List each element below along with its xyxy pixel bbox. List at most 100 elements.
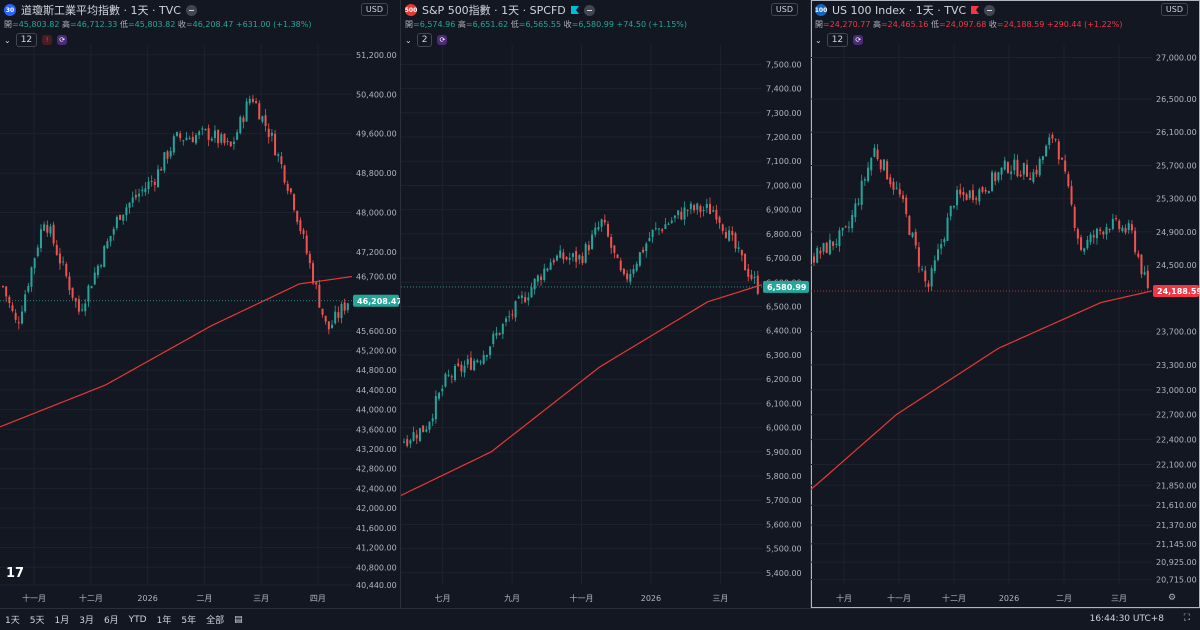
range-5y[interactable]: 5年 [181, 616, 197, 626]
candle [1108, 228, 1111, 231]
candle [27, 285, 30, 292]
indicator-count[interactable]: 12 [826, 33, 849, 47]
range-6m[interactable]: 6月 [103, 616, 119, 626]
chart-pane-us100[interactable]: 27,000.00 26,500.00 26,100.00 25,700.00 25,3… [811, 0, 1200, 608]
candle [933, 260, 936, 271]
candle [1130, 224, 1133, 231]
chevron-down-icon[interactable]: ⌄ [405, 35, 412, 45]
candle [270, 132, 273, 136]
symbol-title[interactable]: US 100 Index · 1天 · TVC [832, 4, 967, 17]
candle [841, 227, 844, 231]
y-tick-label: 42,000.00 [356, 504, 397, 513]
refresh-icon[interactable]: ⟳ [57, 35, 68, 45]
candle [258, 103, 261, 120]
chart-pane-dow[interactable]: 51,200.00 50,400.00 49,600.00 48,800.00 48,0… [0, 0, 400, 608]
candle [825, 242, 828, 253]
x-tick-label: 七月 [435, 594, 451, 603]
candle [844, 226, 847, 228]
currency-button[interactable]: USD [1160, 3, 1188, 16]
flag-icon[interactable] [570, 6, 579, 14]
candle [1095, 228, 1098, 239]
us100-chart-canvas[interactable]: 27,000.00 26,500.00 26,100.00 25,700.00 25,3… [811, 0, 1200, 608]
alert-icon[interactable]: ! [42, 35, 53, 45]
collapse-icon[interactable] [185, 4, 197, 16]
clock-readout[interactable]: 16:44:30 UTC+8 [1089, 614, 1164, 624]
candle [251, 98, 254, 102]
candle [902, 195, 905, 200]
range-3m[interactable]: 3月 [79, 616, 94, 626]
indicator-count[interactable]: 2 [416, 33, 433, 47]
range-5d[interactable]: 5天 [29, 616, 45, 626]
collapse-icon[interactable] [583, 4, 595, 16]
candle [1089, 234, 1092, 242]
sp500-chart-canvas[interactable]: 7,500.00 7,400.00 7,300.00 7,200.00 7,100.00… [401, 0, 810, 608]
candle [431, 418, 434, 422]
symbol-header[interactable]: 500 S&P 500指數 · 1天 · SPCFD [405, 2, 595, 18]
indicator-count[interactable]: 12 [15, 33, 38, 47]
candle [71, 287, 74, 298]
refresh-icon[interactable]: ⟳ [853, 35, 864, 45]
currency-button[interactable]: USD [770, 3, 798, 16]
candle [283, 165, 286, 183]
candle [860, 180, 863, 205]
fullscreen-icon[interactable]: ⛶ [1183, 613, 1190, 623]
candle [96, 265, 99, 276]
range-1m[interactable]: 1月 [54, 616, 70, 626]
candle [179, 133, 182, 139]
candle [1051, 134, 1054, 139]
candle [1118, 220, 1121, 230]
candle [229, 141, 232, 147]
range-1d[interactable]: 1天 [5, 616, 20, 626]
candle [946, 217, 949, 241]
candle [1102, 231, 1105, 235]
candle [340, 304, 343, 319]
refresh-icon[interactable]: ⟳ [437, 35, 448, 45]
candle [651, 229, 654, 238]
candle [1067, 174, 1070, 187]
settings-gear-icon[interactable]: ⚙ [1168, 593, 1176, 603]
dow-chart-canvas[interactable]: 51,200.00 50,400.00 49,600.00 48,800.00 48,0… [0, 0, 400, 608]
calendar-icon[interactable]: ▤ [234, 614, 243, 625]
y-tick-label: 6,300.00 [766, 351, 802, 360]
candle [150, 181, 153, 183]
chevron-down-icon[interactable]: ⌄ [4, 35, 11, 45]
candle [318, 284, 321, 308]
candle [438, 392, 441, 399]
symbol-title[interactable]: S&P 500指數 · 1天 · SPCFD [422, 4, 566, 17]
candle [315, 282, 318, 285]
range-all[interactable]: 全部 [206, 616, 225, 626]
candle [261, 116, 264, 122]
pane-divider[interactable] [400, 0, 401, 608]
candle [568, 257, 571, 260]
symbol-title[interactable]: 道瓊斯工業平均指數 · 1天 · TVC [21, 4, 181, 17]
chart-pane-sp500[interactable]: 7,500.00 7,400.00 7,300.00 7,200.00 7,100.00… [401, 0, 810, 608]
candle [55, 244, 58, 255]
candle [119, 214, 122, 220]
indicators-row[interactable]: ⌄ 2 ⟳ [405, 33, 448, 47]
candle [46, 224, 49, 233]
symbol-header[interactable]: 100 US 100 Index · 1天 · TVC [815, 2, 996, 18]
candle [991, 172, 994, 191]
indicators-row[interactable]: ⌄ 12 ! ⟳ [4, 33, 68, 47]
chevron-down-icon[interactable]: ⌄ [815, 35, 822, 45]
candle [33, 258, 36, 269]
candle [210, 138, 213, 141]
x-tick-label: 十月 [836, 593, 852, 603]
range-ytd[interactable]: YTD [128, 614, 147, 625]
moving-average-line [401, 284, 763, 496]
indicators-row[interactable]: ⌄ 12 ⟳ [815, 33, 864, 47]
candle [549, 262, 552, 270]
pane-divider[interactable] [810, 0, 811, 608]
flag-icon[interactable] [971, 6, 980, 14]
candle [664, 224, 667, 229]
range-1y[interactable]: 1年 [156, 616, 172, 626]
candle [84, 303, 87, 312]
y-tick-label: 45,600.00 [356, 327, 397, 336]
currency-button[interactable]: USD [360, 3, 388, 16]
candle [930, 268, 933, 287]
x-tick-label: 三月 [253, 594, 269, 603]
symbol-header[interactable]: 30 道瓊斯工業平均指數 · 1天 · TVC [4, 2, 197, 18]
candle [232, 141, 235, 144]
collapse-icon[interactable] [984, 4, 996, 16]
candle [721, 224, 724, 232]
